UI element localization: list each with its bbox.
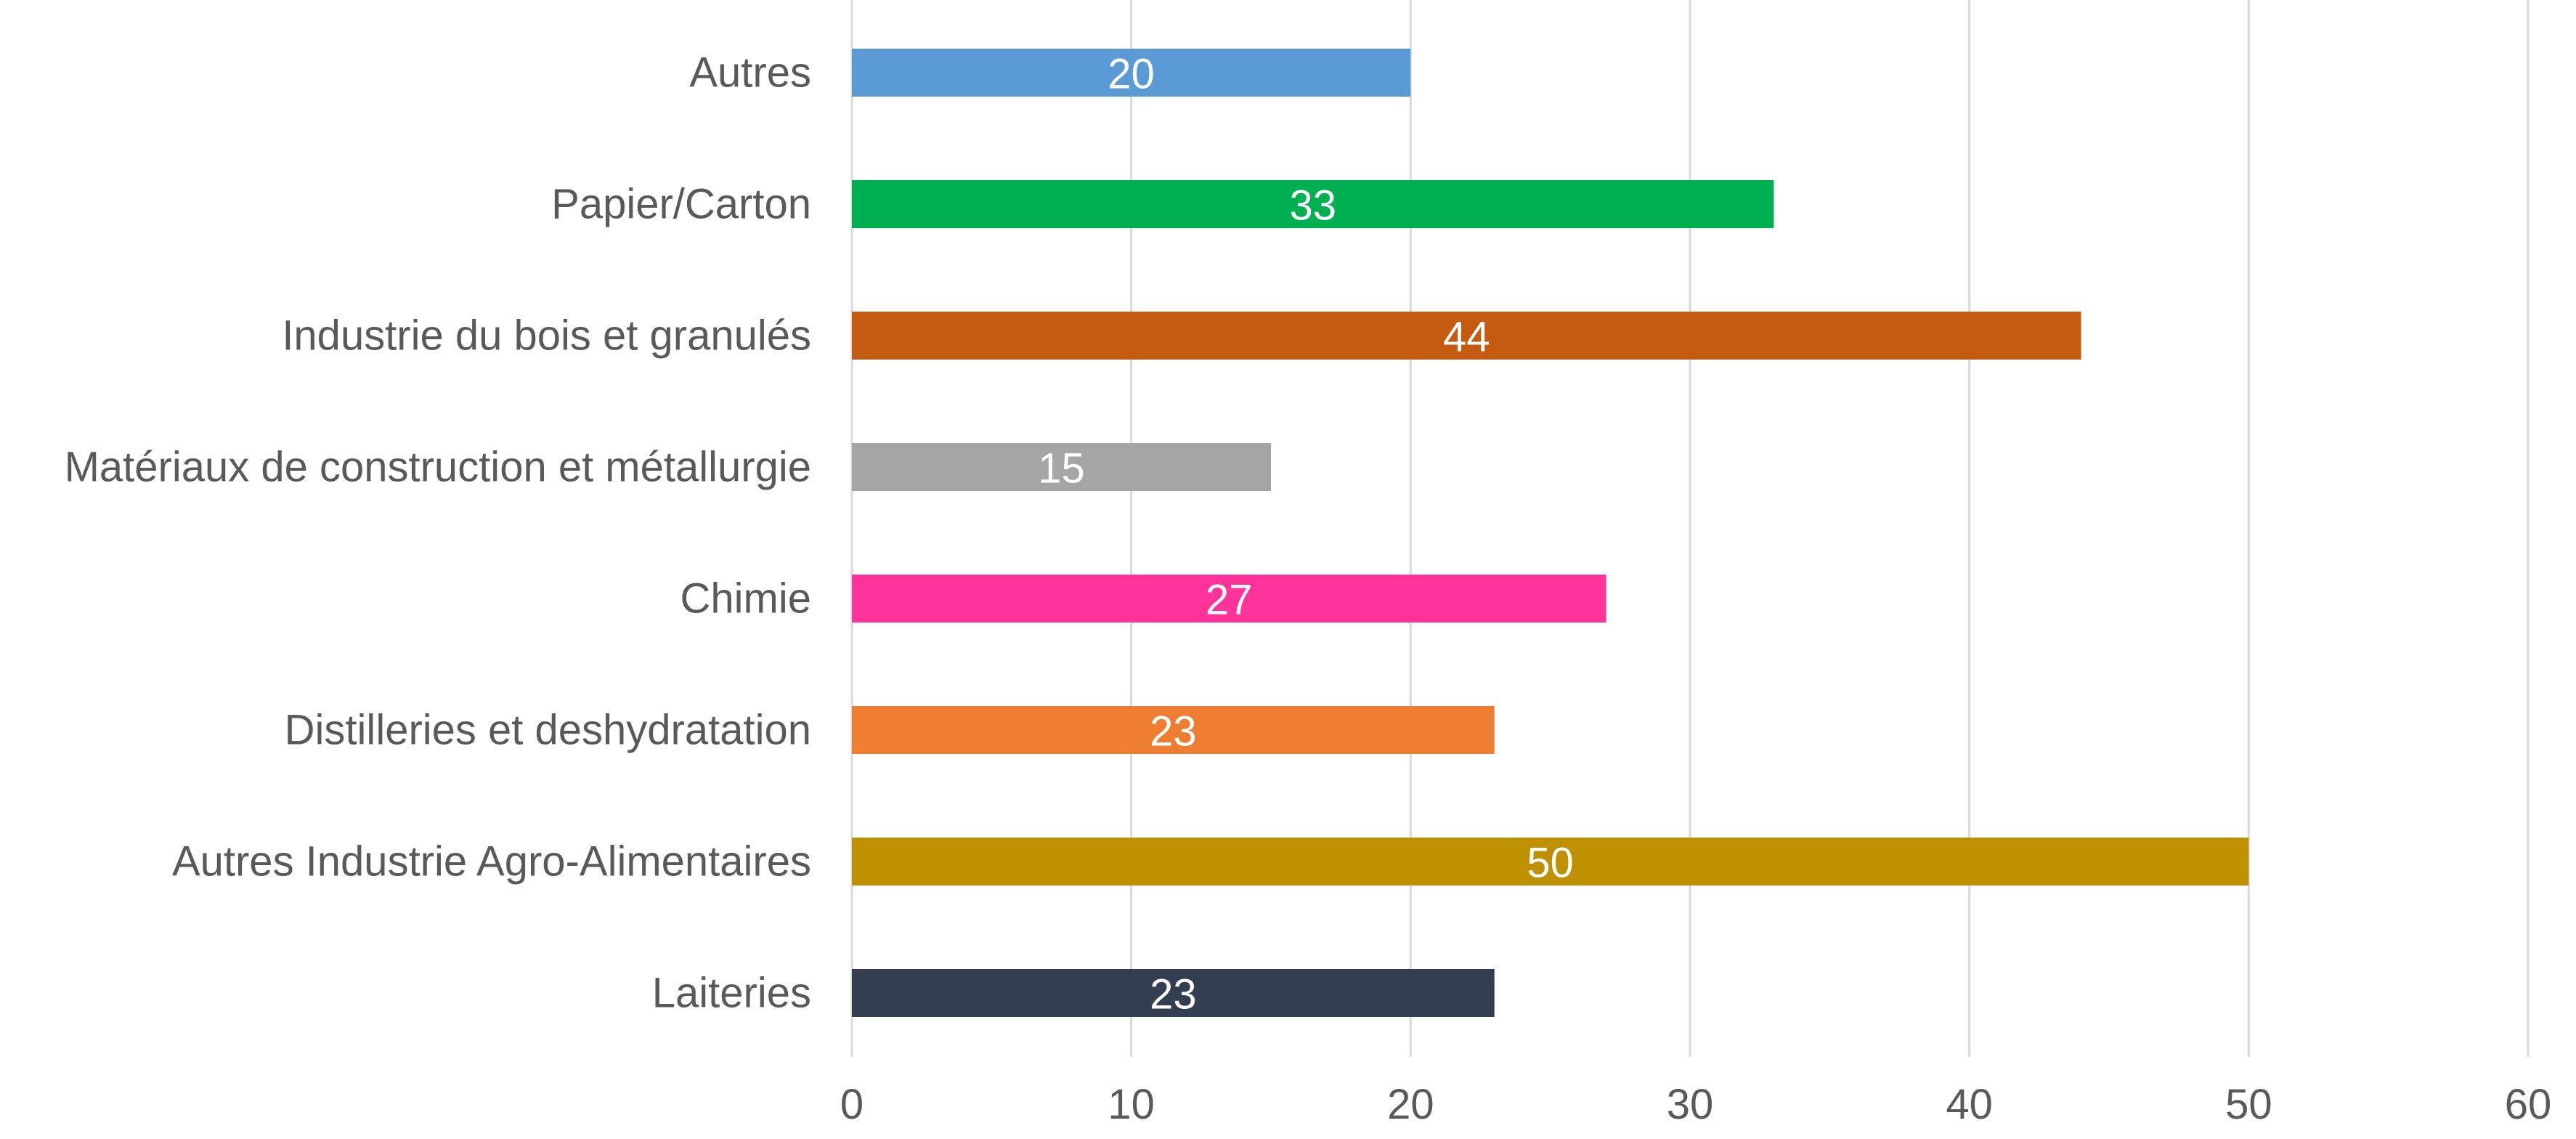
x-tick-label: 20: [1387, 1081, 1434, 1128]
category-labels: Autres Papier/Carton Industrie du bois et …: [65, 49, 811, 1017]
data-label: 15: [1038, 445, 1085, 493]
bar-0: [852, 49, 1411, 97]
x-tick-label: 50: [2225, 1081, 2272, 1128]
bars: [852, 49, 2249, 1017]
data-label: 23: [1150, 971, 1197, 1018]
category-label: Distilleries et deshydratation: [285, 707, 811, 754]
category-label: Chimie: [680, 575, 812, 623]
bar-3: [852, 443, 1271, 491]
bar-1: [852, 180, 1774, 228]
bar-2: [852, 312, 2081, 360]
bar-4: [852, 575, 1606, 623]
data-label: 20: [1108, 51, 1155, 98]
bar-5: [852, 706, 1495, 754]
category-label: Matériaux de construction et métallurgie: [65, 444, 811, 491]
bar-7: [852, 969, 1495, 1017]
category-label: Autres: [689, 49, 811, 97]
x-tick-label: 0: [840, 1081, 864, 1128]
x-axis-tick-labels: 0 10 20 30 40 50 60: [840, 1081, 2551, 1128]
data-label: 23: [1150, 708, 1197, 755]
bar-6: [852, 838, 2249, 885]
data-labels: 20 33 44 15 27 23 50 23: [1038, 51, 1574, 1018]
gridlines: [850, 0, 2530, 1057]
category-label: Industrie du bois et granulés: [282, 312, 811, 360]
x-tick-label: 30: [1667, 1081, 1714, 1128]
x-tick-label: 60: [2505, 1081, 2552, 1128]
category-label: Laiteries: [652, 970, 811, 1017]
category-label: Autres Industrie Agro-Alimentaires: [172, 838, 811, 885]
data-label: 50: [1527, 840, 1574, 887]
data-label: 33: [1289, 182, 1336, 230]
category-label: Papier/Carton: [551, 181, 811, 228]
data-label: 44: [1443, 314, 1490, 361]
x-tick-label: 10: [1108, 1081, 1155, 1128]
data-label: 27: [1206, 577, 1253, 624]
x-tick-label: 40: [1946, 1081, 1993, 1128]
